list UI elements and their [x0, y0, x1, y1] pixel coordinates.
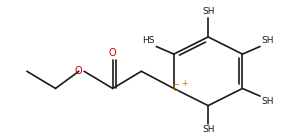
Text: HS: HS — [142, 36, 155, 45]
Text: O: O — [75, 66, 83, 76]
Text: SH: SH — [202, 125, 214, 134]
Text: SH: SH — [262, 36, 274, 45]
Text: +: + — [181, 79, 187, 88]
Text: C: C — [173, 84, 179, 93]
Text: SH: SH — [262, 97, 274, 106]
Text: SH: SH — [202, 7, 214, 16]
Text: O: O — [109, 48, 117, 58]
